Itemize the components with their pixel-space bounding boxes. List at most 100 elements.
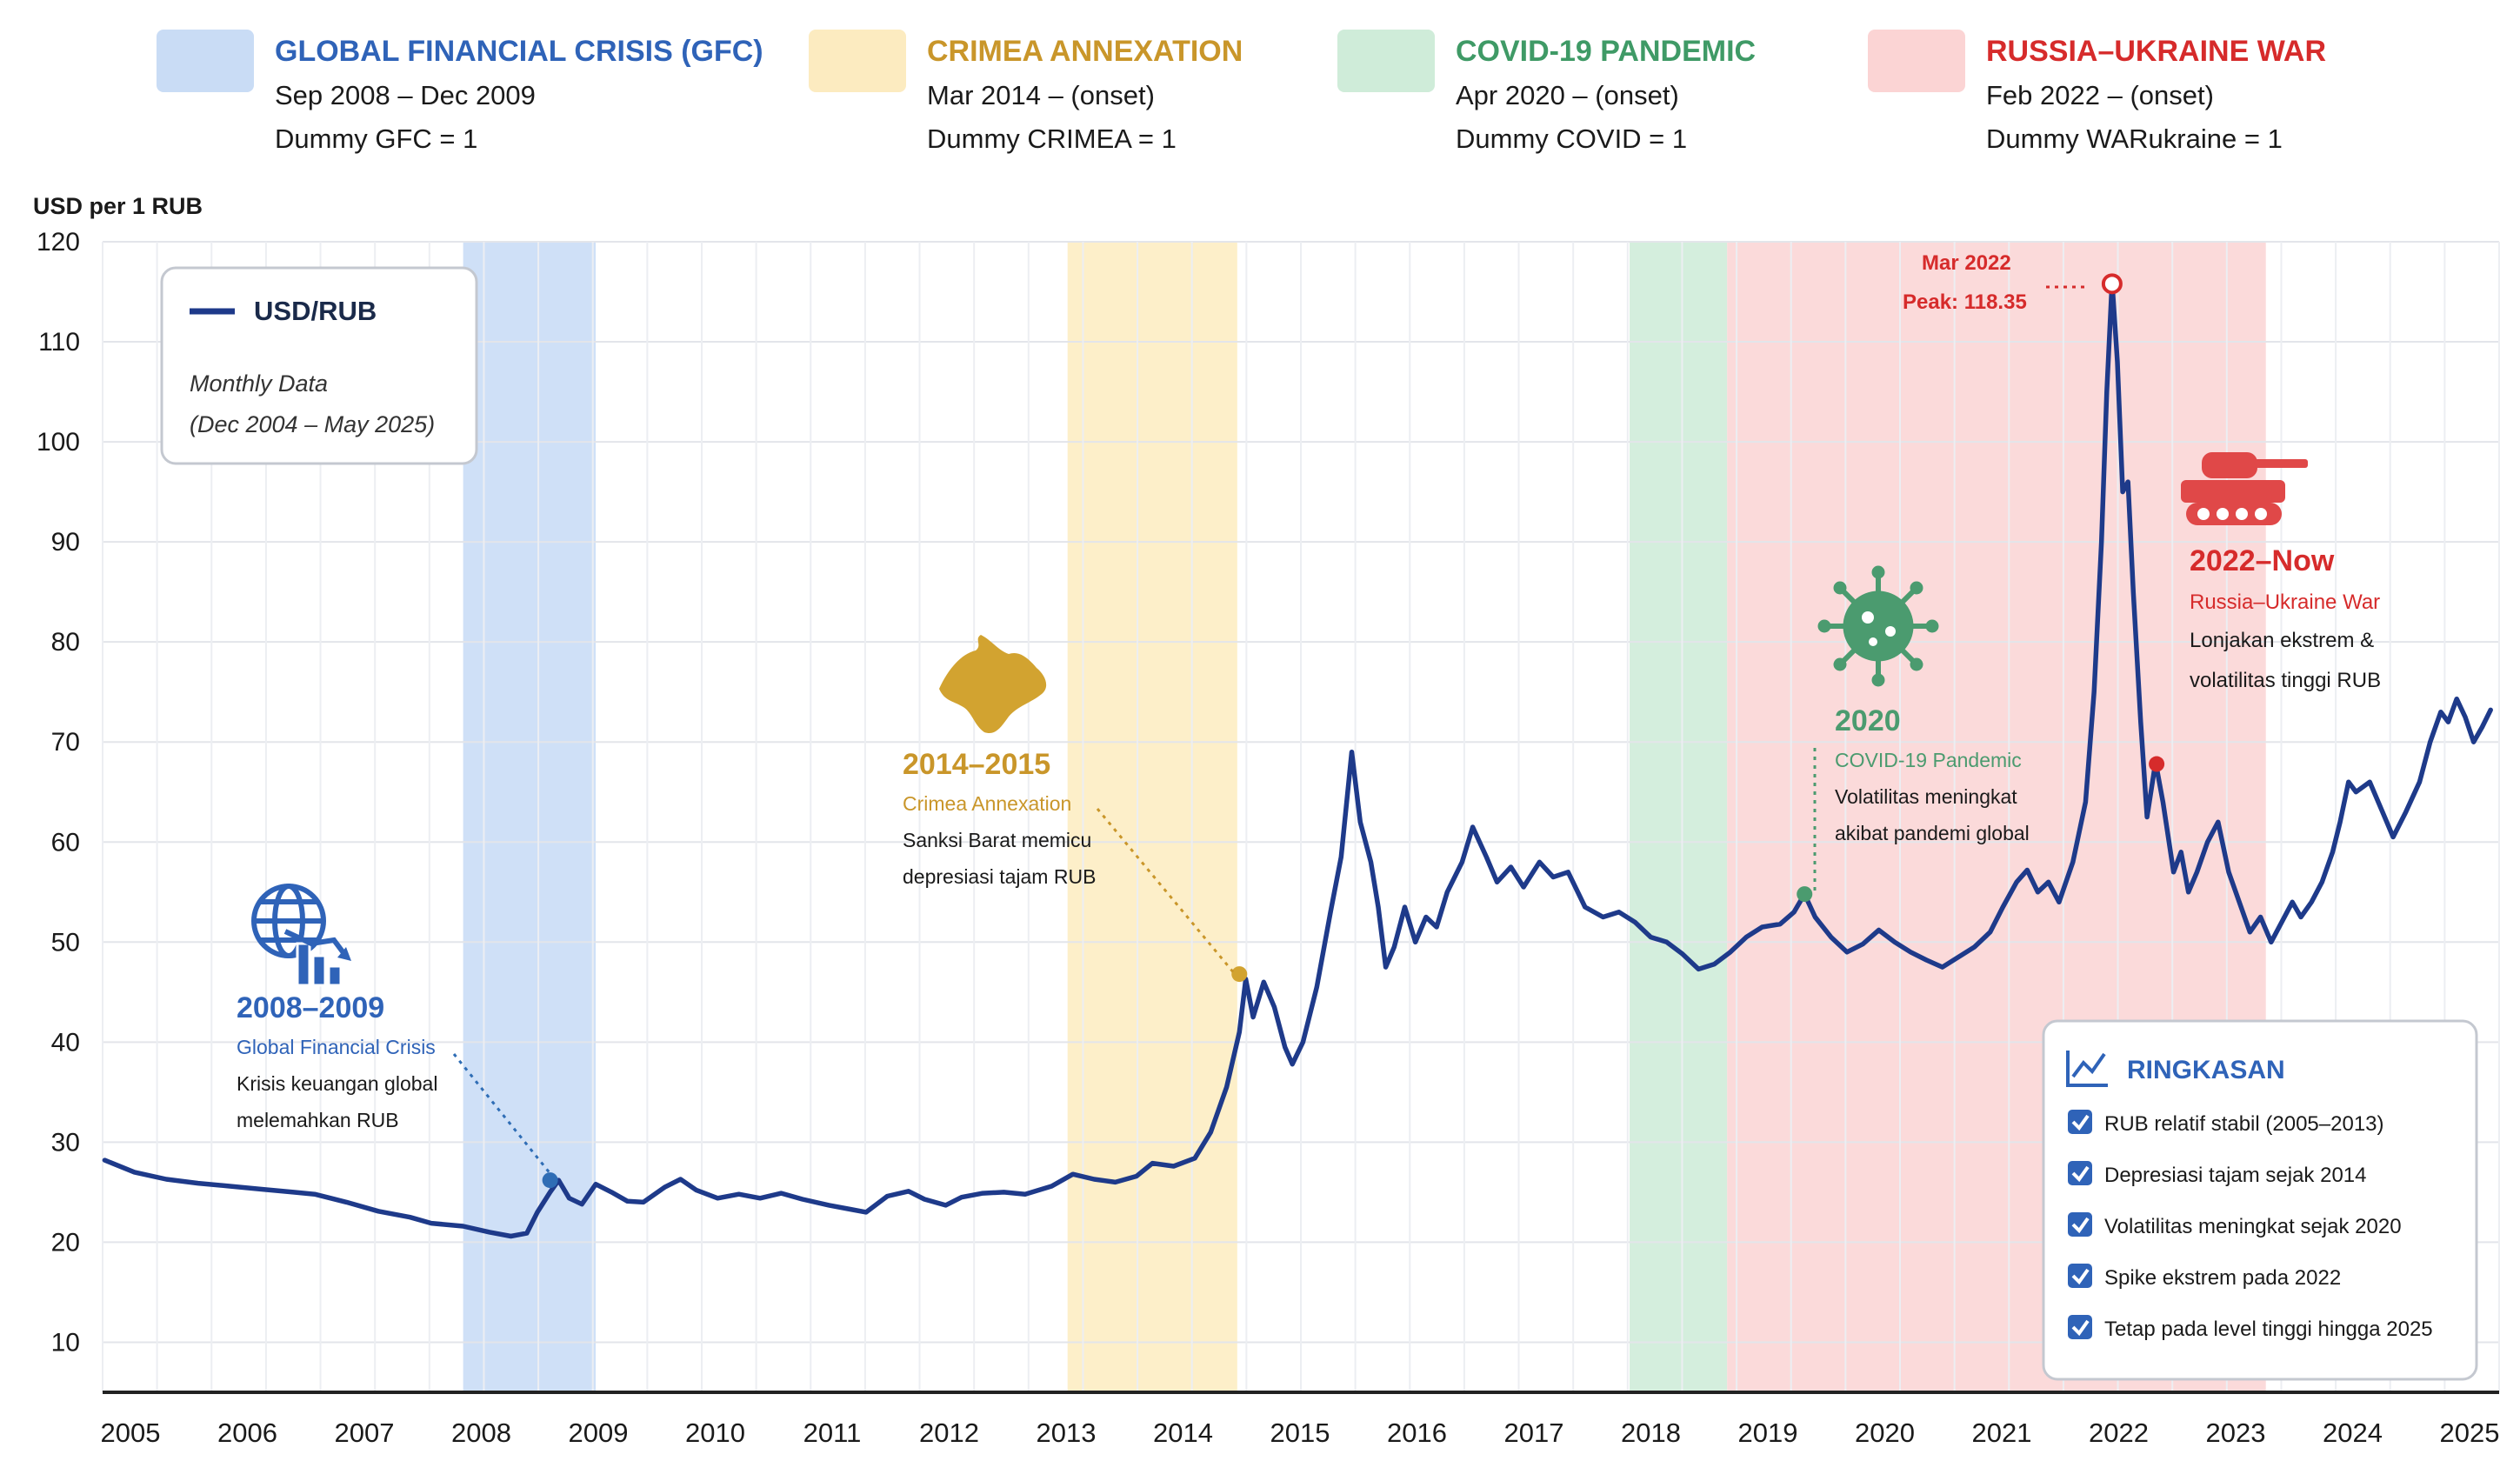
event-date: Sep 2008 – Dec 2009	[275, 80, 536, 110]
event-legend-item: COVID-19 PANDEMIC Apr 2020 – (onset) Dummy…	[1337, 30, 1756, 154]
event-marker	[1797, 886, 1813, 903]
summary-item: Depresiasi tajam sejak 2014	[2068, 1161, 2367, 1187]
summary-title: RINGKASAN	[2127, 1056, 2285, 1084]
annotation-crimea-subtitle: Crimea Annexation	[903, 792, 1071, 815]
summary-item: RUB relatif stabil (2005–2013)	[2068, 1110, 2384, 1136]
annotation-leaders	[452, 285, 2089, 1180]
x-tick-label: 2016	[1387, 1418, 1447, 1448]
annotation-gfc: 2008–2009 Global Financial Crisis Krisis…	[237, 991, 437, 1131]
event-dummy: Dummy COVID = 1	[1456, 123, 1687, 154]
x-tick-label: 2011	[803, 1418, 862, 1448]
y-tick-label: 30	[51, 1128, 80, 1157]
annotation-peak: Mar 2022 Peak: 118.35	[1903, 251, 2027, 314]
legend-note-2: (Dec 2004 – May 2025)	[190, 411, 435, 437]
event-title: CRIMEA ANNEXATION	[927, 35, 1243, 68]
event-swatch	[809, 30, 906, 92]
checkbox-icon	[2068, 1315, 2092, 1339]
annotation-covid-subtitle: COVID-19 Pandemic	[1835, 749, 2022, 771]
y-tick-label: 10	[51, 1328, 80, 1357]
virus-icon	[1817, 565, 1939, 687]
y-tick-label: 40	[51, 1028, 80, 1057]
y-tick-label: 60	[51, 828, 80, 857]
summary-item: Spike ekstrem pada 2022	[2068, 1264, 2341, 1290]
event-swatch	[1337, 30, 1435, 92]
x-tick-label: 2018	[1621, 1418, 1681, 1448]
event-marker	[2149, 756, 2165, 772]
summary-item-label: Tetap pada level tinggi hingga 2025	[2104, 1318, 2433, 1341]
event-date: Apr 2020 – (onset)	[1456, 80, 1679, 110]
event-dummy: Dummy WARukraine = 1	[1986, 123, 2283, 154]
check-mark	[2071, 1165, 2090, 1183]
event-title: GLOBAL FINANCIAL CRISIS (GFC)	[275, 35, 763, 68]
event-swatch	[157, 30, 254, 92]
summary-item-label: RUB relatif stabil (2005–2013)	[2104, 1112, 2384, 1136]
legend: USD/RUB Monthly Data (Dec 2004 – May 202…	[160, 266, 478, 465]
x-tick-label: 2005	[101, 1418, 161, 1448]
shaded-period-covid	[1630, 242, 1728, 1392]
event-title: RUSSIA–UKRAINE WAR	[1986, 35, 2326, 68]
x-tick-label: 2020	[1855, 1418, 1915, 1448]
x-tick-label: 2017	[1504, 1418, 1564, 1448]
event-marker	[542, 1172, 558, 1189]
shaded-period-crimea	[1067, 242, 1237, 1392]
x-tick-label: 2022	[2089, 1418, 2149, 1448]
x-tick-label: 2019	[1738, 1418, 1798, 1448]
x-tick-label: 2024	[2323, 1418, 2383, 1448]
annotation-gfc-line2: melemahkan RUB	[237, 1109, 399, 1131]
annotation-war-line1: Lonjakan ekstrem &	[2190, 629, 2374, 652]
annotation-peak-value: Peak: 118.35	[1903, 290, 2027, 314]
annotation-crimea-line2: depresiasi tajam RUB	[903, 865, 1096, 888]
y-axis-title: USD per 1 RUB	[33, 193, 203, 219]
annotation-crimea-period: 2014–2015	[903, 748, 1050, 781]
check-mark	[2071, 1217, 2090, 1234]
checkbox-icon	[2068, 1264, 2092, 1288]
series-line-usd-rub	[102, 279, 2493, 1239]
y-tick-label: 90	[51, 528, 80, 557]
y-tick-label: 50	[51, 928, 80, 957]
checkbox-icon	[2068, 1161, 2092, 1185]
y-tick-label: 70	[51, 728, 80, 757]
annotation-crimea-line1: Sanksi Barat memicu	[903, 829, 1091, 851]
peak-marker	[2101, 273, 2123, 295]
check-mark	[2071, 1319, 2090, 1337]
y-tick-label: 20	[51, 1228, 80, 1257]
summary-item: Volatilitas meningkat sejak 2020	[2068, 1212, 2402, 1238]
check-mark	[2071, 1114, 2090, 1131]
x-tick-label: 2021	[1972, 1418, 2032, 1448]
globe-chart-icon	[251, 884, 351, 987]
event-swatch	[1868, 30, 1965, 92]
annotation-war-line2: volatilitas tinggi RUB	[2190, 669, 2381, 692]
annotation-covid: 2020 COVID-19 Pandemic Volatilitas menin…	[1835, 704, 2030, 844]
annotation-war-subtitle: Russia–Ukraine War	[2190, 590, 2380, 614]
annotation-war: 2022–Now Russia–Ukraine War Lonjakan eks…	[2190, 544, 2381, 692]
annotation-covid-line2: akibat pandemi global	[1835, 822, 2030, 844]
x-tick-label: 2013	[1037, 1418, 1097, 1448]
summary-box: RINGKASAN RUB relatif stabil (2005–2013)…	[2042, 1019, 2478, 1381]
x-tick-label: 2009	[569, 1418, 629, 1448]
event-title: COVID-19 PANDEMIC	[1456, 35, 1756, 68]
y-tick-label: 120	[37, 228, 80, 257]
summary-item-label: Volatilitas meningkat sejak 2020	[2104, 1215, 2402, 1238]
annotation-peak-date: Mar 2022	[1922, 251, 2011, 275]
event-dummy: Dummy CRIMEA = 1	[927, 123, 1177, 154]
crimea-map-icon	[939, 635, 1047, 734]
check-mark	[2071, 1268, 2090, 1285]
event-legend-item: RUSSIA–UKRAINE WAR Feb 2022 – (onset) Dumm…	[1868, 30, 2326, 154]
x-tick-label: 2006	[217, 1418, 277, 1448]
annotation-gfc-period: 2008–2009	[237, 991, 384, 1024]
y-tick-label: 100	[37, 428, 80, 457]
event-dummy: Dummy GFC = 1	[275, 123, 477, 154]
annotation-crimea: 2014–2015 Crimea Annexation Sanksi Barat…	[903, 748, 1096, 888]
checkbox-icon	[2068, 1212, 2092, 1237]
y-tick-label: 80	[51, 628, 80, 657]
tank-icon	[2181, 452, 2308, 525]
x-tick-label: 2014	[1153, 1418, 1213, 1448]
y-tick-label: 110	[38, 328, 80, 357]
event-date: Mar 2014 – (onset)	[927, 80, 1155, 110]
legend-series-label: USD/RUB	[254, 296, 377, 326]
checkbox-icon	[2068, 1110, 2092, 1134]
event-legend-item: GLOBAL FINANCIAL CRISIS (GFC) Sep 2008 – …	[157, 30, 763, 154]
event-date: Feb 2022 – (onset)	[1986, 80, 2214, 110]
annotation-covid-line1: Volatilitas meningkat	[1835, 785, 2017, 808]
